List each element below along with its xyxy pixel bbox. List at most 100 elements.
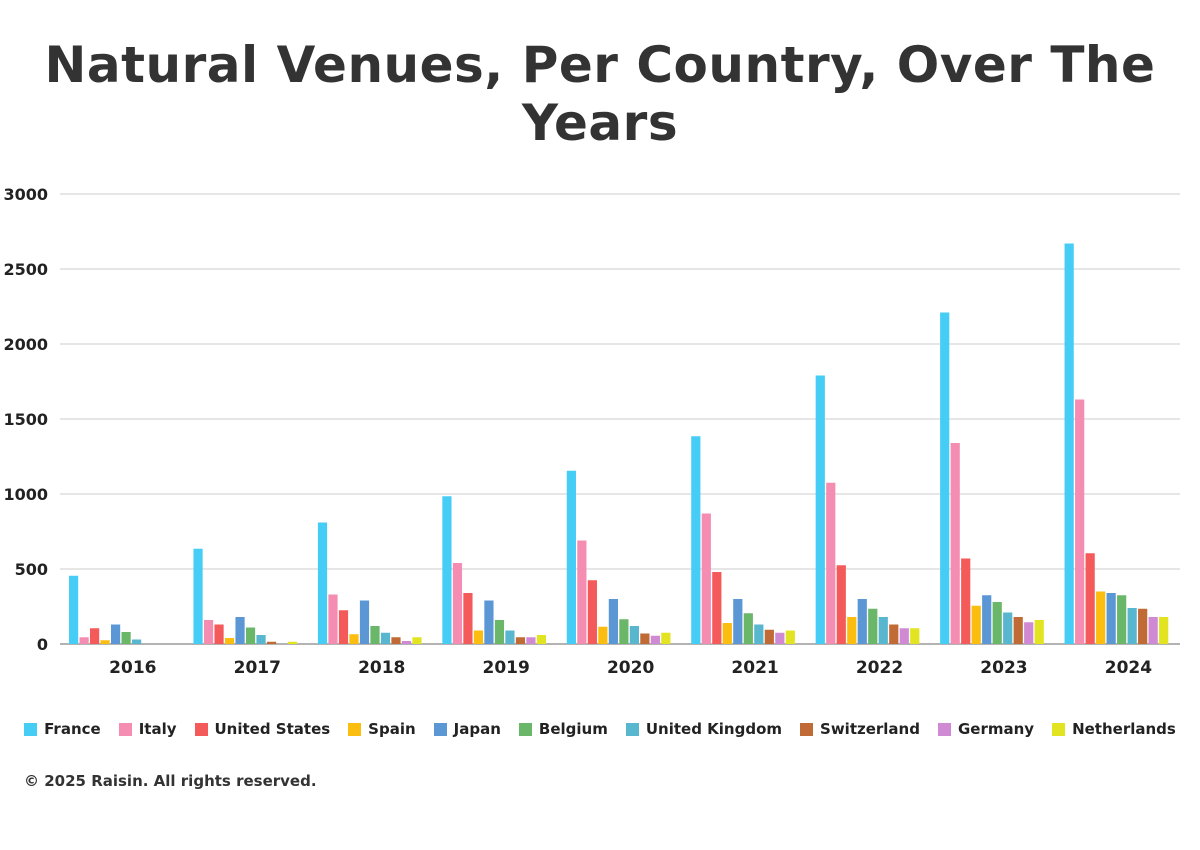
bar bbox=[743, 613, 753, 644]
chart-legend: France Italy United States Spain Japan Belgiu… bbox=[0, 720, 1200, 738]
bar bbox=[193, 548, 203, 644]
bar bbox=[214, 624, 224, 644]
bar bbox=[224, 638, 235, 644]
bar bbox=[1138, 608, 1148, 644]
bar bbox=[1003, 612, 1013, 644]
bar bbox=[442, 496, 452, 644]
x-tick-label: 2016 bbox=[109, 658, 156, 678]
bar bbox=[857, 599, 867, 644]
legend-label: Italy bbox=[138, 720, 177, 738]
legend-entry: United States bbox=[194, 720, 331, 738]
bar bbox=[132, 639, 142, 644]
legend-swatch bbox=[800, 722, 814, 736]
bar bbox=[79, 637, 89, 644]
legend-label: Netherlands bbox=[1072, 720, 1176, 738]
legend-label: United Kingdom bbox=[645, 720, 783, 738]
x-tick-label: 2019 bbox=[483, 658, 530, 678]
bar bbox=[1148, 617, 1158, 644]
y-tick-label: 2500 bbox=[3, 260, 48, 279]
bar bbox=[317, 522, 328, 644]
bar bbox=[69, 575, 79, 644]
legend-swatch bbox=[348, 722, 362, 736]
bar bbox=[235, 617, 245, 644]
bar bbox=[111, 624, 121, 644]
bar bbox=[90, 628, 100, 644]
bar bbox=[412, 637, 422, 644]
legend-label: France bbox=[44, 720, 101, 738]
chart-title: Natural Venues, Per Country, Over The Ye… bbox=[44, 36, 1156, 152]
bar bbox=[266, 641, 277, 644]
x-tick-label: 2021 bbox=[731, 658, 778, 678]
bar bbox=[754, 624, 764, 644]
y-tick-label: 1000 bbox=[3, 485, 48, 504]
bar bbox=[910, 628, 920, 644]
x-tick-label: 2018 bbox=[358, 658, 405, 678]
bar bbox=[661, 632, 671, 644]
bar bbox=[722, 623, 732, 644]
bar bbox=[577, 540, 587, 644]
legend-entry: Spain bbox=[348, 720, 416, 738]
bar-chart: 0 500 1000 1500 2000 2500 3000 2016 2017 2018 2019… bbox=[3, 185, 1180, 678]
bar bbox=[1075, 399, 1085, 644]
legend-swatch bbox=[937, 722, 951, 736]
legend-label: United States bbox=[214, 720, 331, 738]
bar bbox=[287, 641, 298, 644]
legend-entry: Belgium bbox=[518, 720, 608, 738]
bar bbox=[1117, 595, 1127, 644]
legend-entry: Italy bbox=[118, 720, 177, 738]
bar bbox=[1127, 608, 1137, 644]
legend-entry: Switzerland bbox=[800, 720, 920, 738]
legend-label: Spain bbox=[368, 720, 416, 738]
legend-swatch bbox=[194, 722, 208, 736]
bar bbox=[256, 635, 266, 644]
legend-entry: Netherlands bbox=[1052, 720, 1176, 738]
bar bbox=[587, 580, 597, 644]
bar bbox=[712, 572, 722, 644]
bar bbox=[982, 595, 992, 644]
bar bbox=[359, 600, 370, 644]
bar bbox=[775, 632, 785, 644]
bar bbox=[619, 619, 629, 644]
bar bbox=[1034, 620, 1044, 644]
x-tick-label: 2022 bbox=[856, 658, 903, 678]
bar bbox=[1013, 617, 1023, 644]
bar bbox=[733, 599, 743, 644]
bar bbox=[1024, 622, 1034, 644]
bar bbox=[494, 620, 505, 644]
legend-entry: Japan bbox=[433, 720, 501, 738]
bar bbox=[650, 635, 660, 644]
bar bbox=[1106, 593, 1116, 644]
legend-entry: France bbox=[24, 720, 101, 738]
bar bbox=[764, 629, 774, 644]
bar bbox=[536, 635, 547, 644]
bar bbox=[629, 626, 639, 644]
bar bbox=[889, 624, 899, 644]
legend-label: Belgium bbox=[538, 720, 608, 738]
bar bbox=[203, 620, 214, 644]
bar bbox=[847, 617, 857, 644]
legend-entry: United Kingdom bbox=[625, 720, 783, 738]
bar bbox=[961, 558, 971, 644]
bar bbox=[992, 602, 1002, 644]
y-tick-label: 2000 bbox=[3, 335, 48, 354]
x-tick-label: 2017 bbox=[234, 658, 281, 678]
bar bbox=[473, 630, 484, 644]
bar bbox=[836, 565, 846, 644]
bar bbox=[526, 637, 536, 644]
bar bbox=[878, 617, 888, 644]
bar bbox=[452, 563, 463, 644]
bar bbox=[950, 443, 960, 644]
bar bbox=[971, 605, 981, 644]
bar bbox=[899, 628, 909, 644]
bar bbox=[608, 599, 618, 644]
bar bbox=[1159, 617, 1169, 644]
bar bbox=[598, 626, 608, 644]
bar bbox=[1096, 591, 1106, 644]
bar bbox=[349, 634, 359, 644]
legend-swatch bbox=[518, 722, 532, 736]
bar bbox=[505, 630, 515, 644]
legend-swatch bbox=[24, 722, 38, 736]
bar bbox=[401, 641, 412, 644]
bar bbox=[328, 594, 338, 644]
x-tick-label: 2023 bbox=[980, 658, 1027, 678]
